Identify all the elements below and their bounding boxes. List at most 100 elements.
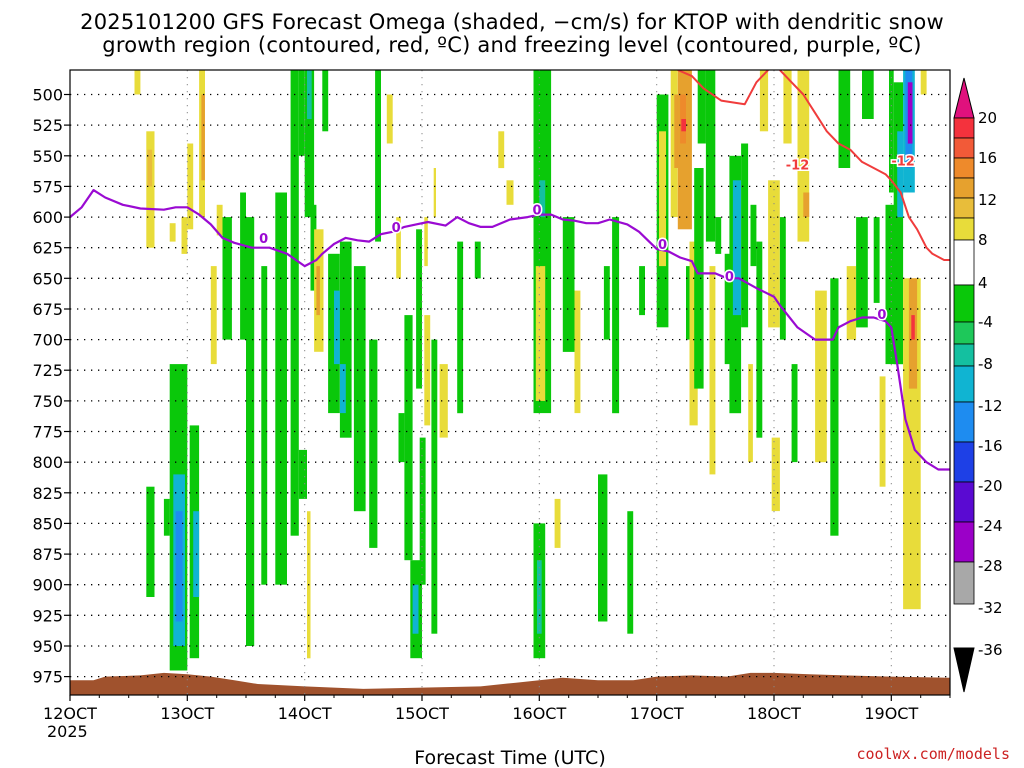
omega-cell-12 <box>246 217 255 646</box>
y-tick-label-550: 550 <box>32 147 63 166</box>
omega-cell-115 <box>911 315 915 340</box>
x-tick-label-16OCT: 16OCT <box>512 704 566 723</box>
omega-cell-15 <box>163 498 170 536</box>
omega-cell-25 <box>304 70 315 218</box>
x-tick-label-14OCT: 14OCT <box>278 704 332 723</box>
colorbar-bin <box>953 239 975 286</box>
omega-cell-109 <box>897 131 904 218</box>
omega-cell-88 <box>750 204 757 267</box>
omega-cell-96 <box>797 70 810 242</box>
omega-cell-41 <box>398 413 405 463</box>
omega-cell-27 <box>310 204 317 291</box>
y-tick-label-500: 500 <box>32 86 63 105</box>
omega-cell-33 <box>334 290 340 365</box>
freezing-level-label: 0 <box>259 232 268 247</box>
omega-cell-76 <box>686 266 692 340</box>
omega-cell-106 <box>885 204 898 365</box>
y-tick-label-525: 525 <box>32 116 63 135</box>
colorbar-bin <box>953 177 975 199</box>
y-tick-label-900: 900 <box>32 576 63 595</box>
y-tick-label-800: 800 <box>32 453 63 472</box>
omega-cell-21 <box>275 192 287 585</box>
omega-cell-92 <box>771 437 780 512</box>
colorbar-bin <box>953 321 975 345</box>
y-tick-label-675: 675 <box>32 300 63 319</box>
colorbar-label: 4 <box>978 274 988 292</box>
omega-cell-93 <box>779 217 786 340</box>
omega-cell-4 <box>181 217 188 254</box>
omega-cell-61 <box>554 498 561 548</box>
omega-cell-108 <box>893 82 904 365</box>
omega-cell-82 <box>715 217 722 254</box>
omega-cell-35 <box>339 364 346 414</box>
omega-cell-51 <box>439 364 448 438</box>
colorbar-label: -36 <box>978 641 1003 659</box>
omega-cell-10 <box>222 217 232 340</box>
x-tick-label-12OCT: 12OCT <box>43 704 97 723</box>
colorbar-label: 16 <box>978 149 997 167</box>
y-tick-label-750: 750 <box>32 392 63 411</box>
omega-cell-7 <box>201 94 205 181</box>
omega-cell-78 <box>694 168 704 389</box>
omega-cell-67 <box>627 511 634 634</box>
omega-cell-39 <box>386 94 393 144</box>
omega-cell-90 <box>759 70 769 132</box>
omega-cell-1 <box>146 131 155 248</box>
omega-cell-14 <box>146 486 155 597</box>
omega-cell-48 <box>412 584 419 634</box>
omega-cell-2 <box>147 149 153 187</box>
omega-cell-36 <box>353 266 366 512</box>
year-label: 2025 <box>47 722 88 741</box>
credit-text: coolwx.com/models <box>856 745 1010 763</box>
omega-cell-23 <box>298 70 305 156</box>
omega-cell-30 <box>316 266 320 316</box>
colorbar-label: 8 <box>978 231 988 249</box>
y-tick-label-625: 625 <box>32 239 63 258</box>
colorbar-label: -8 <box>978 355 993 373</box>
omega-cell-70 <box>659 131 666 267</box>
colorbar-top-triangle <box>953 77 975 119</box>
omega-cell-97 <box>803 192 810 217</box>
omega-cell-85 <box>732 180 742 316</box>
omega-cell-52 <box>457 241 464 414</box>
colorbar-bin <box>953 521 975 563</box>
colorbar-bin <box>953 481 975 523</box>
freezing-level-label: 0 <box>877 308 886 323</box>
colorbar-label: -20 <box>978 477 1003 495</box>
chart-title-line-1: 2025101200 GFS Forecast Omega (shaded, −… <box>80 10 944 34</box>
colorbar: 20 16 12 8 4 -4 -8 -12 -16 -20 -24 -28 -32 -36 <box>953 77 1003 693</box>
contours: 0 0 0 0 0 0 -12 -12 <box>70 70 950 471</box>
omega-cell-49 <box>431 339 438 634</box>
colorbar-bin <box>953 197 975 219</box>
omega-cell-60 <box>535 266 546 401</box>
colorbar-bin <box>953 284 975 323</box>
omega-cell-116 <box>920 70 927 95</box>
colorbar-bin <box>953 217 975 241</box>
omega-cell-104 <box>873 217 880 303</box>
colorbar-label: -4 <box>978 313 993 331</box>
omega-cell-50 <box>433 168 436 217</box>
freezing-level-label: 0 <box>658 238 667 253</box>
omega-cell-65 <box>603 266 610 340</box>
colorbar-label: -32 <box>978 599 1003 617</box>
omega-cell-62 <box>562 217 575 352</box>
omega-cell-86 <box>741 143 749 328</box>
omega-cell-81 <box>709 266 716 475</box>
x-tick-label-19OCT: 19OCT <box>864 704 918 723</box>
colorbar-bin <box>953 117 975 139</box>
colorbar-bin <box>953 441 975 483</box>
omega-cell-18 <box>175 511 183 622</box>
omega-cell-63 <box>574 290 581 414</box>
omega-cell-24 <box>298 449 307 499</box>
colorbar-label: -12 <box>978 397 1003 415</box>
omega-cell-87 <box>748 364 753 463</box>
y-tick-label-875: 875 <box>32 545 63 564</box>
omega-cell-112 <box>907 82 913 144</box>
y-tick-label-925: 925 <box>32 606 63 625</box>
y-tick-label-850: 850 <box>32 514 63 533</box>
omega-cell-75 <box>681 119 686 132</box>
terrain-area <box>70 672 950 695</box>
omega-cell-34 <box>339 241 352 438</box>
colorbar-label: -16 <box>978 437 1003 455</box>
omega-cell-107 <box>889 70 894 193</box>
